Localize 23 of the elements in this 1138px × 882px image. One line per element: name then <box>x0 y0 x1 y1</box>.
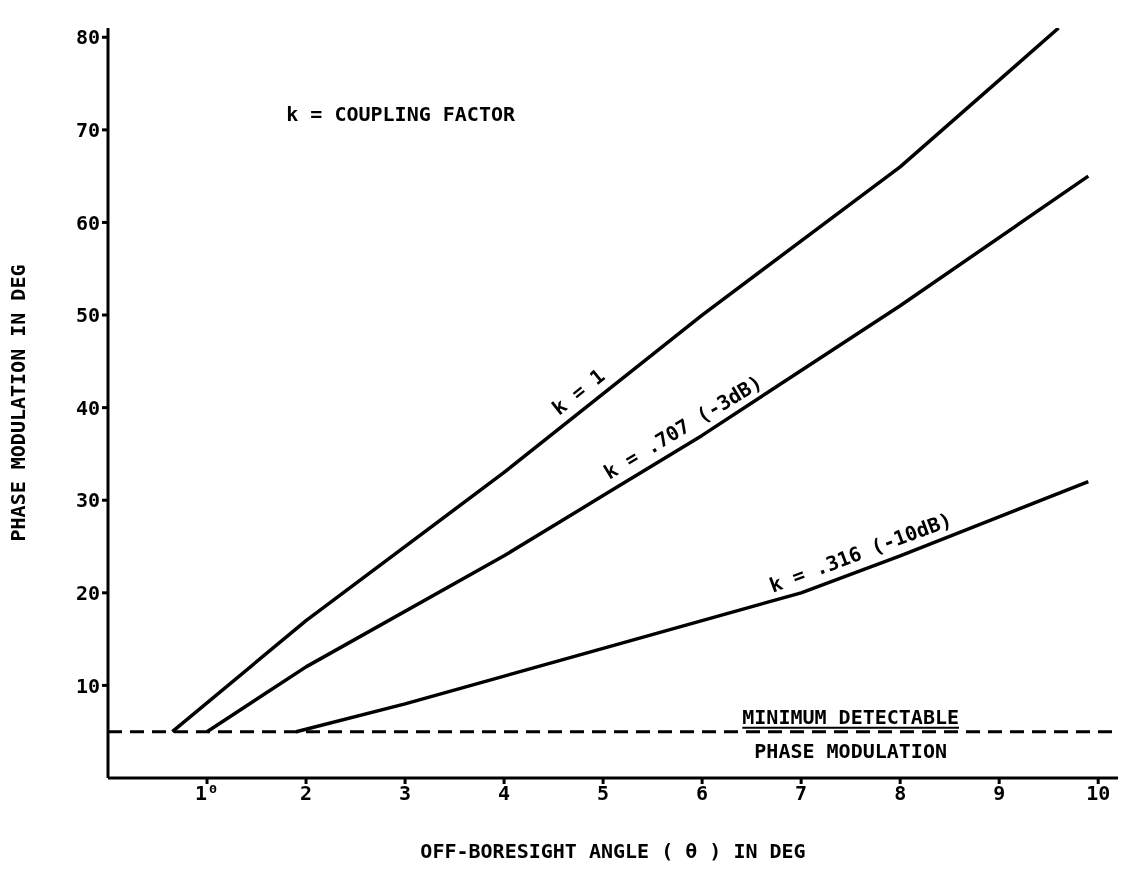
x-tick-label: 9 <box>993 781 1006 806</box>
x-tick-label: 6 <box>696 781 709 806</box>
x-tick-label: 3 <box>399 781 412 806</box>
x-tick-label: 7 <box>795 781 808 806</box>
y-tick-label: 70 <box>75 117 100 142</box>
x-axis-title: OFF-BORESIGHT ANGLE ( θ ) IN DEG <box>420 839 806 863</box>
y-tick-label: 50 <box>75 303 100 328</box>
annotation: k = COUPLING FACTOR <box>286 101 516 126</box>
x-tick-label: 5 <box>597 781 610 806</box>
y-tick-label: 30 <box>75 488 100 513</box>
ref-line-label: MINIMUM DETECTABLE PHASE MODULATION <box>742 704 960 763</box>
y-tick-label: 40 <box>75 395 100 420</box>
x-tick-label: 4 <box>498 781 511 806</box>
y-tick-label: 20 <box>75 580 100 605</box>
y-tick-label: 80 <box>75 25 100 50</box>
x-tick-label: 1⁰ <box>194 781 220 806</box>
x-tick-label: 10 <box>1086 781 1111 806</box>
y-tick-label: 60 <box>75 210 100 235</box>
y-axis-title: PHASE MODULATION IN DEG <box>6 264 31 542</box>
text: k = 1 <box>547 363 610 420</box>
x-tick-label: 8 <box>894 781 907 806</box>
x-tick-label: 2 <box>300 781 313 806</box>
y-tick-label: 10 <box>75 673 100 698</box>
